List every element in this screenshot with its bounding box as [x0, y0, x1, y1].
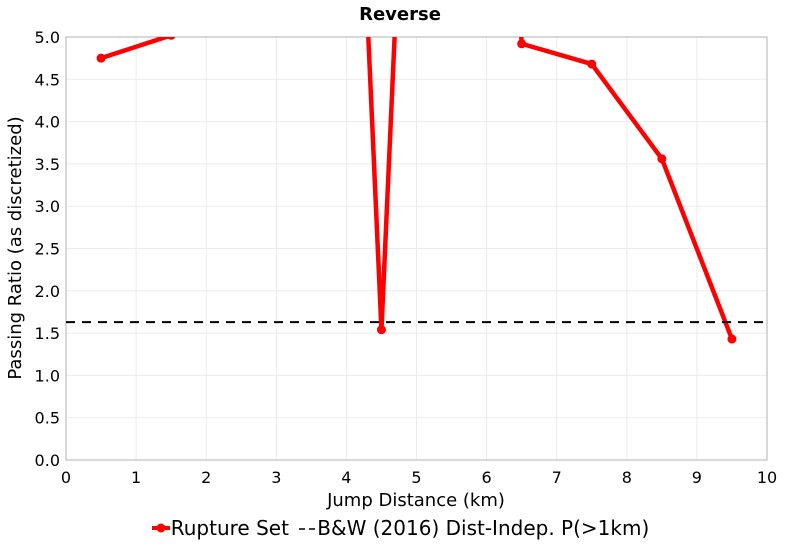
x-tick-label: 3 [271, 468, 281, 487]
y-tick-label: 2.5 [35, 240, 60, 259]
data-point-marker [96, 53, 106, 63]
data-point-marker [166, 37, 176, 40]
data-point-marker [727, 334, 737, 344]
y-tick-label: 4.0 [35, 113, 60, 132]
plot-frame [65, 36, 768, 461]
y-tick-label: 3.0 [35, 197, 60, 216]
y-tick-label: 0.5 [35, 409, 60, 428]
x-tick-label: 5 [411, 468, 421, 487]
y-tick-label: 5.0 [35, 28, 60, 47]
red-line-marker-icon [151, 523, 170, 533]
x-tick-label: 10 [757, 468, 777, 487]
x-tick-label: 4 [341, 468, 351, 487]
dashed-line-icon [299, 528, 316, 530]
y-axis-ticks: 0.0 0.5 1.0 1.5 2.0 2.5 3.0 3.5 4.0 4.5 5.0 [35, 28, 60, 470]
y-tick-label: 2.0 [35, 282, 60, 301]
plot-series [66, 37, 767, 344]
grid [66, 37, 767, 460]
x-tick-label: 1 [131, 468, 141, 487]
legend-item-rupture-set: Rupture Set [151, 516, 289, 540]
y-tick-label: 4.5 [35, 70, 60, 89]
x-tick-label: 7 [552, 468, 562, 487]
y-tick-label: 0.0 [35, 451, 60, 470]
legend-label-bw-2016: B&W (2016) Dist-Indep. P(>1km) [317, 516, 650, 540]
x-tick-label: 6 [482, 468, 492, 487]
legend-label-rupture-set: Rupture Set [170, 516, 289, 540]
x-axis-ticks: 0 1 2 3 4 5 6 7 8 9 10 [61, 468, 777, 487]
x-tick-label: 2 [201, 468, 211, 487]
data-point-marker [587, 59, 597, 69]
x-axis-label: Jump Distance (km) [326, 490, 505, 511]
chart-title: Reverse [359, 4, 441, 25]
legend: Rupture Set B&W (2016) Dist-Indep. P(>1k… [0, 516, 800, 540]
x-tick-label: 9 [692, 468, 702, 487]
data-point-marker [517, 39, 527, 49]
y-tick-label: 1.5 [35, 324, 60, 343]
series-line [100, 37, 735, 340]
x-tick-label: 8 [622, 468, 632, 487]
data-point-marker [376, 325, 386, 335]
y-tick-label: 3.5 [35, 155, 60, 174]
chart: Reverse 0.0 0.5 1.0 1.5 2.0 2.5 3.0 3.5 4.0 4.5 5.… [5, 4, 777, 511]
legend-item-bw-2016: B&W (2016) Dist-Indep. P(>1km) [295, 516, 649, 540]
y-tick-label: 1.0 [35, 366, 60, 385]
x-tick-label: 0 [61, 468, 71, 487]
y-axis-label: Passing Ratio (as discretized) [5, 116, 26, 379]
data-point-marker [657, 154, 667, 164]
